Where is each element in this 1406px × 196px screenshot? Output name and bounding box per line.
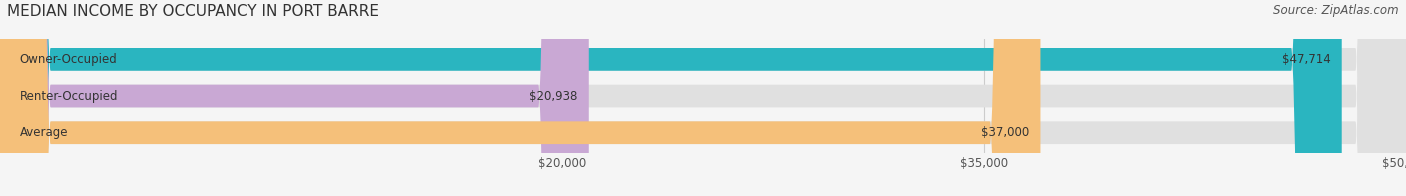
Text: Renter-Occupied: Renter-Occupied [20, 90, 118, 103]
Text: $37,000: $37,000 [981, 126, 1029, 139]
FancyBboxPatch shape [0, 0, 1341, 196]
FancyBboxPatch shape [0, 0, 589, 196]
Text: Source: ZipAtlas.com: Source: ZipAtlas.com [1274, 4, 1399, 17]
FancyBboxPatch shape [0, 0, 1040, 196]
Text: Owner-Occupied: Owner-Occupied [20, 53, 118, 66]
Text: $20,938: $20,938 [529, 90, 578, 103]
Text: $47,714: $47,714 [1282, 53, 1330, 66]
Text: MEDIAN INCOME BY OCCUPANCY IN PORT BARRE: MEDIAN INCOME BY OCCUPANCY IN PORT BARRE [7, 4, 380, 19]
Text: Average: Average [20, 126, 67, 139]
